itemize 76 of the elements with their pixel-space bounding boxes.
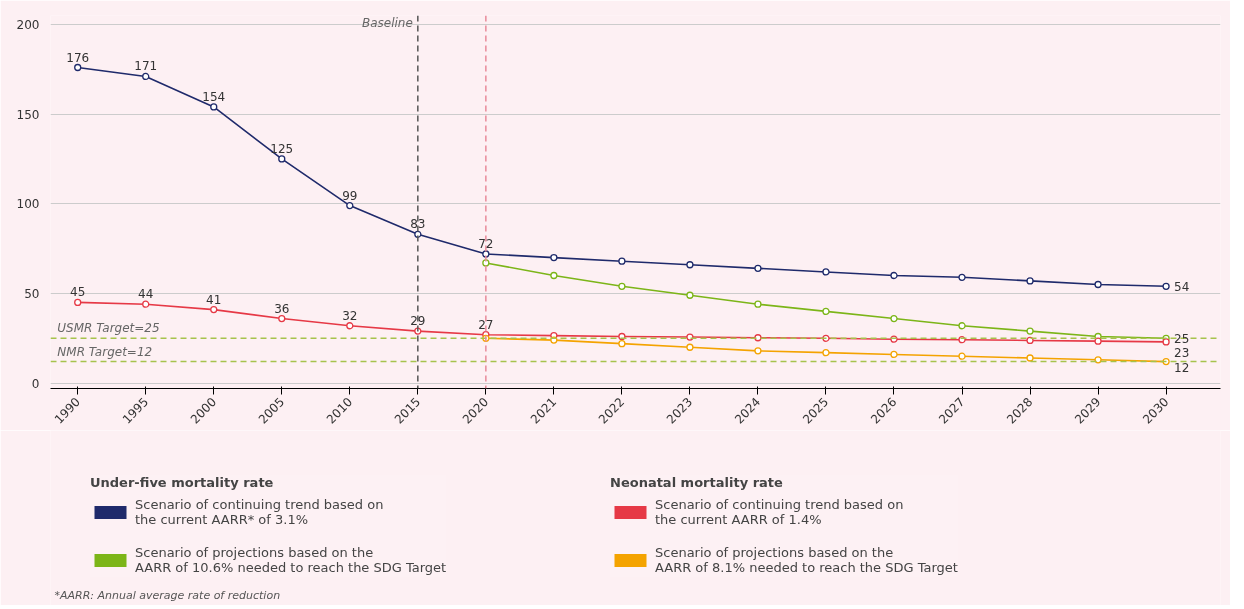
point: [686, 291, 694, 299]
point: [1026, 354, 1034, 362]
point: [278, 155, 286, 163]
legend-label: Scenario of continuing trend based on the current AARR* of 3.1%: [135, 496, 384, 529]
point: [754, 334, 762, 342]
data-label: 99: [342, 188, 358, 203]
data-label: 25: [1174, 331, 1190, 346]
data-label: 54: [1174, 279, 1190, 294]
data-label: 154: [202, 89, 226, 104]
text: Neonatal mortality rate: [610, 475, 784, 490]
point: [822, 268, 830, 276]
point: [618, 257, 626, 265]
point: [1094, 337, 1102, 345]
point: [754, 264, 762, 272]
data-label: 45: [70, 285, 86, 300]
data-label: 44: [138, 287, 154, 302]
ref-line-label: NMR Target=12: [57, 344, 153, 359]
point: [686, 343, 694, 351]
y-tick-label: 100: [16, 197, 40, 212]
legend-label: Scenario of continuing trend based on the current AARR of 1.4%: [655, 496, 904, 529]
data-label: 36: [274, 301, 290, 316]
legend-label: Scenario of projections based on the AARR of 8.1% needed to reach the SDG Target: [655, 544, 958, 577]
data-label: 72: [478, 237, 494, 251]
point: [278, 314, 286, 323]
y-tick-label: 150: [16, 107, 40, 122]
point: [74, 298, 82, 307]
point: [1026, 277, 1034, 285]
point: [482, 250, 490, 258]
point: [890, 350, 898, 359]
data-label: 23: [1174, 345, 1190, 360]
point: [822, 307, 830, 316]
point: [958, 322, 966, 330]
point: [890, 271, 898, 280]
data-label: 27: [478, 317, 494, 332]
point: [958, 273, 966, 281]
point: [210, 103, 218, 111]
point: [958, 352, 966, 360]
point: [822, 348, 830, 357]
point: [1026, 336, 1034, 345]
data-label: 32: [342, 308, 358, 323]
point: [618, 332, 626, 341]
data-label: 12: [1174, 360, 1190, 375]
point: [346, 201, 354, 210]
text: Under-five mortality rate: [90, 475, 275, 490]
point: [1162, 282, 1170, 290]
legend-label: Scenario of projections based on the AARR of 10.6% needed to reach the SDG Target: [135, 544, 447, 577]
data-label: 176: [66, 50, 90, 65]
point: [890, 314, 898, 323]
point: [74, 63, 82, 72]
data-label: 29: [410, 314, 426, 329]
point: [686, 333, 694, 341]
point: [754, 300, 762, 308]
text: *AARR: Annual average rate of reduction: [54, 588, 281, 602]
point: [686, 261, 694, 269]
point: [1094, 280, 1102, 289]
point: [618, 282, 626, 290]
y-tick-label: 50: [24, 286, 40, 301]
point: [210, 305, 218, 314]
y-tick-label: 200: [16, 17, 40, 32]
point: [142, 300, 150, 308]
point: [1026, 327, 1034, 335]
point: [550, 253, 558, 262]
point: [1162, 338, 1170, 346]
data-label: 171: [134, 59, 158, 74]
point: [1094, 356, 1102, 364]
point: [618, 340, 626, 348]
y-tick-label: 0: [31, 376, 40, 391]
ref-line-label: Baseline: [361, 15, 413, 30]
point: [142, 72, 150, 81]
data-label: 41: [206, 292, 222, 307]
data-label: 125: [270, 141, 294, 156]
ref-line-label: USMR Target=25: [57, 321, 160, 336]
point: [754, 347, 762, 355]
data-label: 83: [410, 217, 426, 232]
point: [346, 322, 354, 330]
point: [550, 271, 558, 280]
